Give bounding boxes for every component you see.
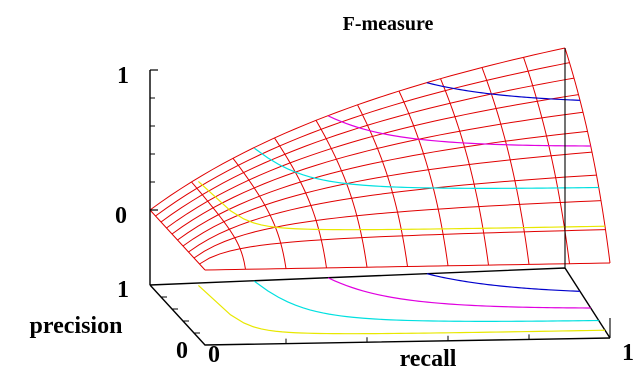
mesh-recall-line [440, 78, 489, 266]
base-contour-0.2 [198, 285, 606, 335]
mesh-recall-line [398, 90, 449, 266]
surface-mesh [149, 47, 611, 271]
mesh-precision-line [149, 47, 566, 211]
base-contour-0.8 [426, 273, 581, 292]
mesh-recall-line [315, 120, 368, 268]
base-plane [149, 267, 611, 346]
mesh-precision-line [160, 77, 575, 223]
mesh-recall-line [481, 67, 530, 265]
x-axis-label: recall [400, 346, 457, 372]
surface-contours [198, 82, 606, 231]
base-contour-0.6 [327, 277, 591, 309]
surface-contour-0.6 [327, 115, 591, 147]
base-plane-back-edge [149, 267, 611, 339]
y-axis-label: precision [30, 313, 123, 339]
x-tick-1: 1 [622, 340, 634, 366]
mesh-precision-line [171, 111, 584, 235]
x-tick-0: 0 [208, 342, 220, 368]
mesh-precision-line [166, 94, 579, 229]
surface-contour-0.2 [198, 181, 606, 231]
surface-contour-0.4 [254, 147, 599, 189]
mesh-recall-line [564, 47, 611, 264]
chart-title: F-measure [343, 13, 434, 35]
axes [149, 48, 611, 338]
base-contour-0.4 [254, 280, 599, 322]
mesh-precision-line [155, 62, 570, 217]
y-tick-0: 0 [176, 338, 188, 364]
z-tick-0: 0 [115, 203, 127, 229]
mesh-precision-line [177, 130, 588, 241]
z-tick-1: 1 [117, 63, 129, 89]
surface-contour-0.8 [426, 82, 581, 101]
mesh-recall-line [523, 57, 570, 264]
base-plane-front-edge [149, 284, 611, 346]
y-tick-1: 1 [117, 277, 129, 303]
